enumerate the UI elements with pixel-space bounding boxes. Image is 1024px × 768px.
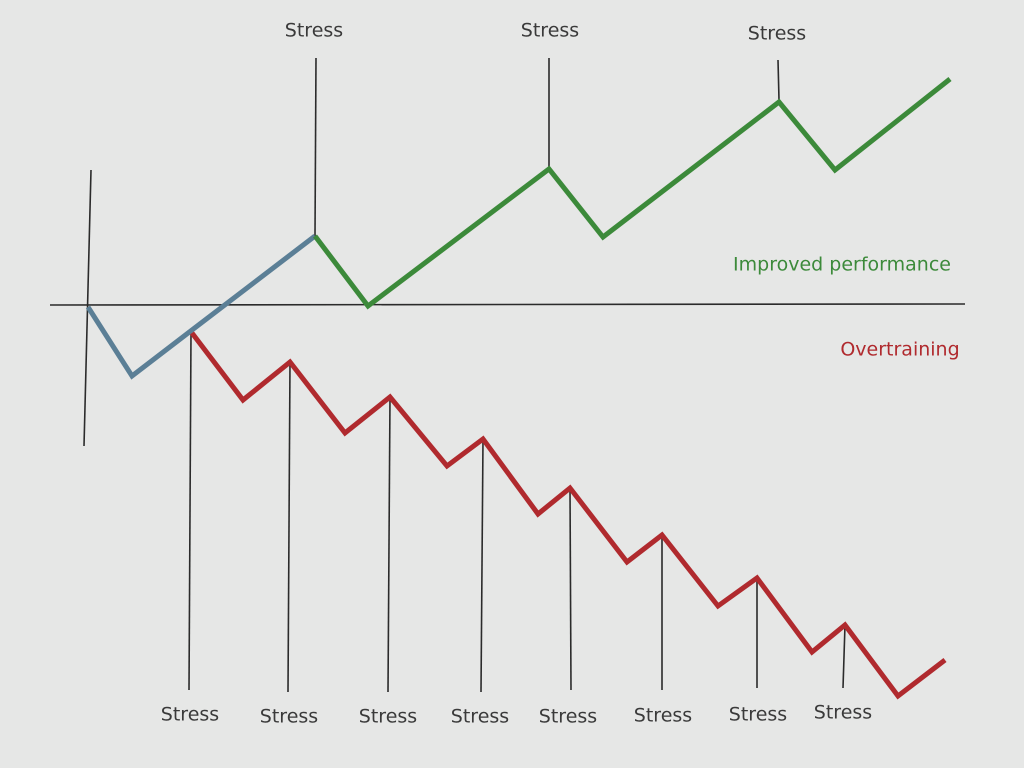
stress-label: Stress xyxy=(521,20,579,42)
stress-label: Stress xyxy=(359,706,417,728)
stress-label: Stress xyxy=(814,702,872,724)
baseline xyxy=(49,303,966,306)
overtraining-label: Overtraining xyxy=(840,339,959,361)
stress-line xyxy=(314,57,317,237)
stress-label: Stress xyxy=(729,704,787,726)
stress-line xyxy=(387,396,391,693)
stress-label: Stress xyxy=(161,704,219,726)
stress-label: Stress xyxy=(451,706,509,728)
stress-label: Stress xyxy=(260,706,318,728)
stress-line xyxy=(287,361,291,693)
stress-line xyxy=(188,332,192,691)
stress-line xyxy=(480,438,484,693)
stress-label: Stress xyxy=(748,23,806,45)
stress-line xyxy=(777,59,780,101)
stress-line xyxy=(569,487,572,691)
improved-line xyxy=(313,77,952,310)
initial-line xyxy=(85,234,317,380)
stress-label: Stress xyxy=(634,705,692,727)
stress-line xyxy=(842,624,846,689)
stress-label: Stress xyxy=(285,20,343,42)
improved-label: Improved performance xyxy=(733,254,951,276)
stress-label: Stress xyxy=(539,706,597,728)
overtraining-line xyxy=(190,331,947,700)
